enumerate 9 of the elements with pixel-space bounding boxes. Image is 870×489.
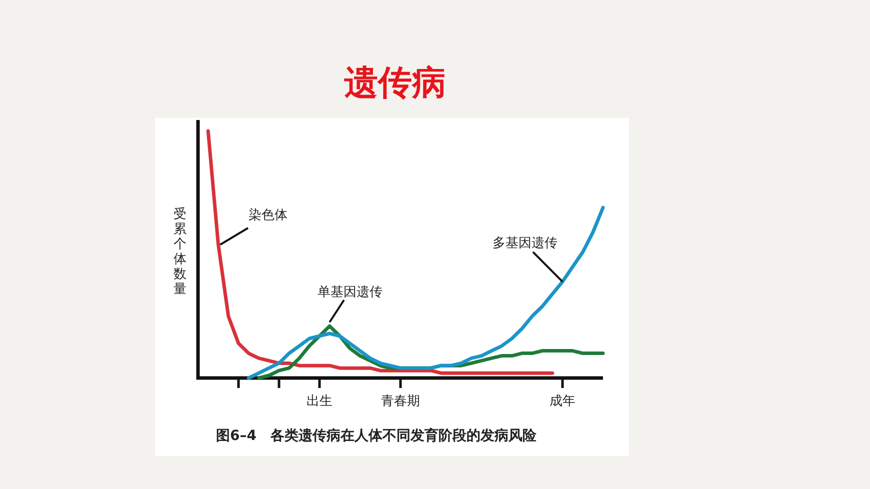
text: 单基因遗传	[318, 285, 382, 300]
x-tick-label: 出生	[306, 394, 332, 409]
y-axis-title: 受累个体数量	[174, 207, 186, 297]
chart-title: 遗传病	[344, 63, 446, 103]
text: 染色体	[248, 208, 288, 223]
caption: 图6–4 各类遗传病在人体不同发育阶段的发病风险	[216, 427, 538, 444]
x-tick-label: 成年	[550, 394, 576, 409]
series-label: 多基因遗传	[492, 236, 558, 251]
x-tick-label: 青春期	[381, 394, 420, 409]
